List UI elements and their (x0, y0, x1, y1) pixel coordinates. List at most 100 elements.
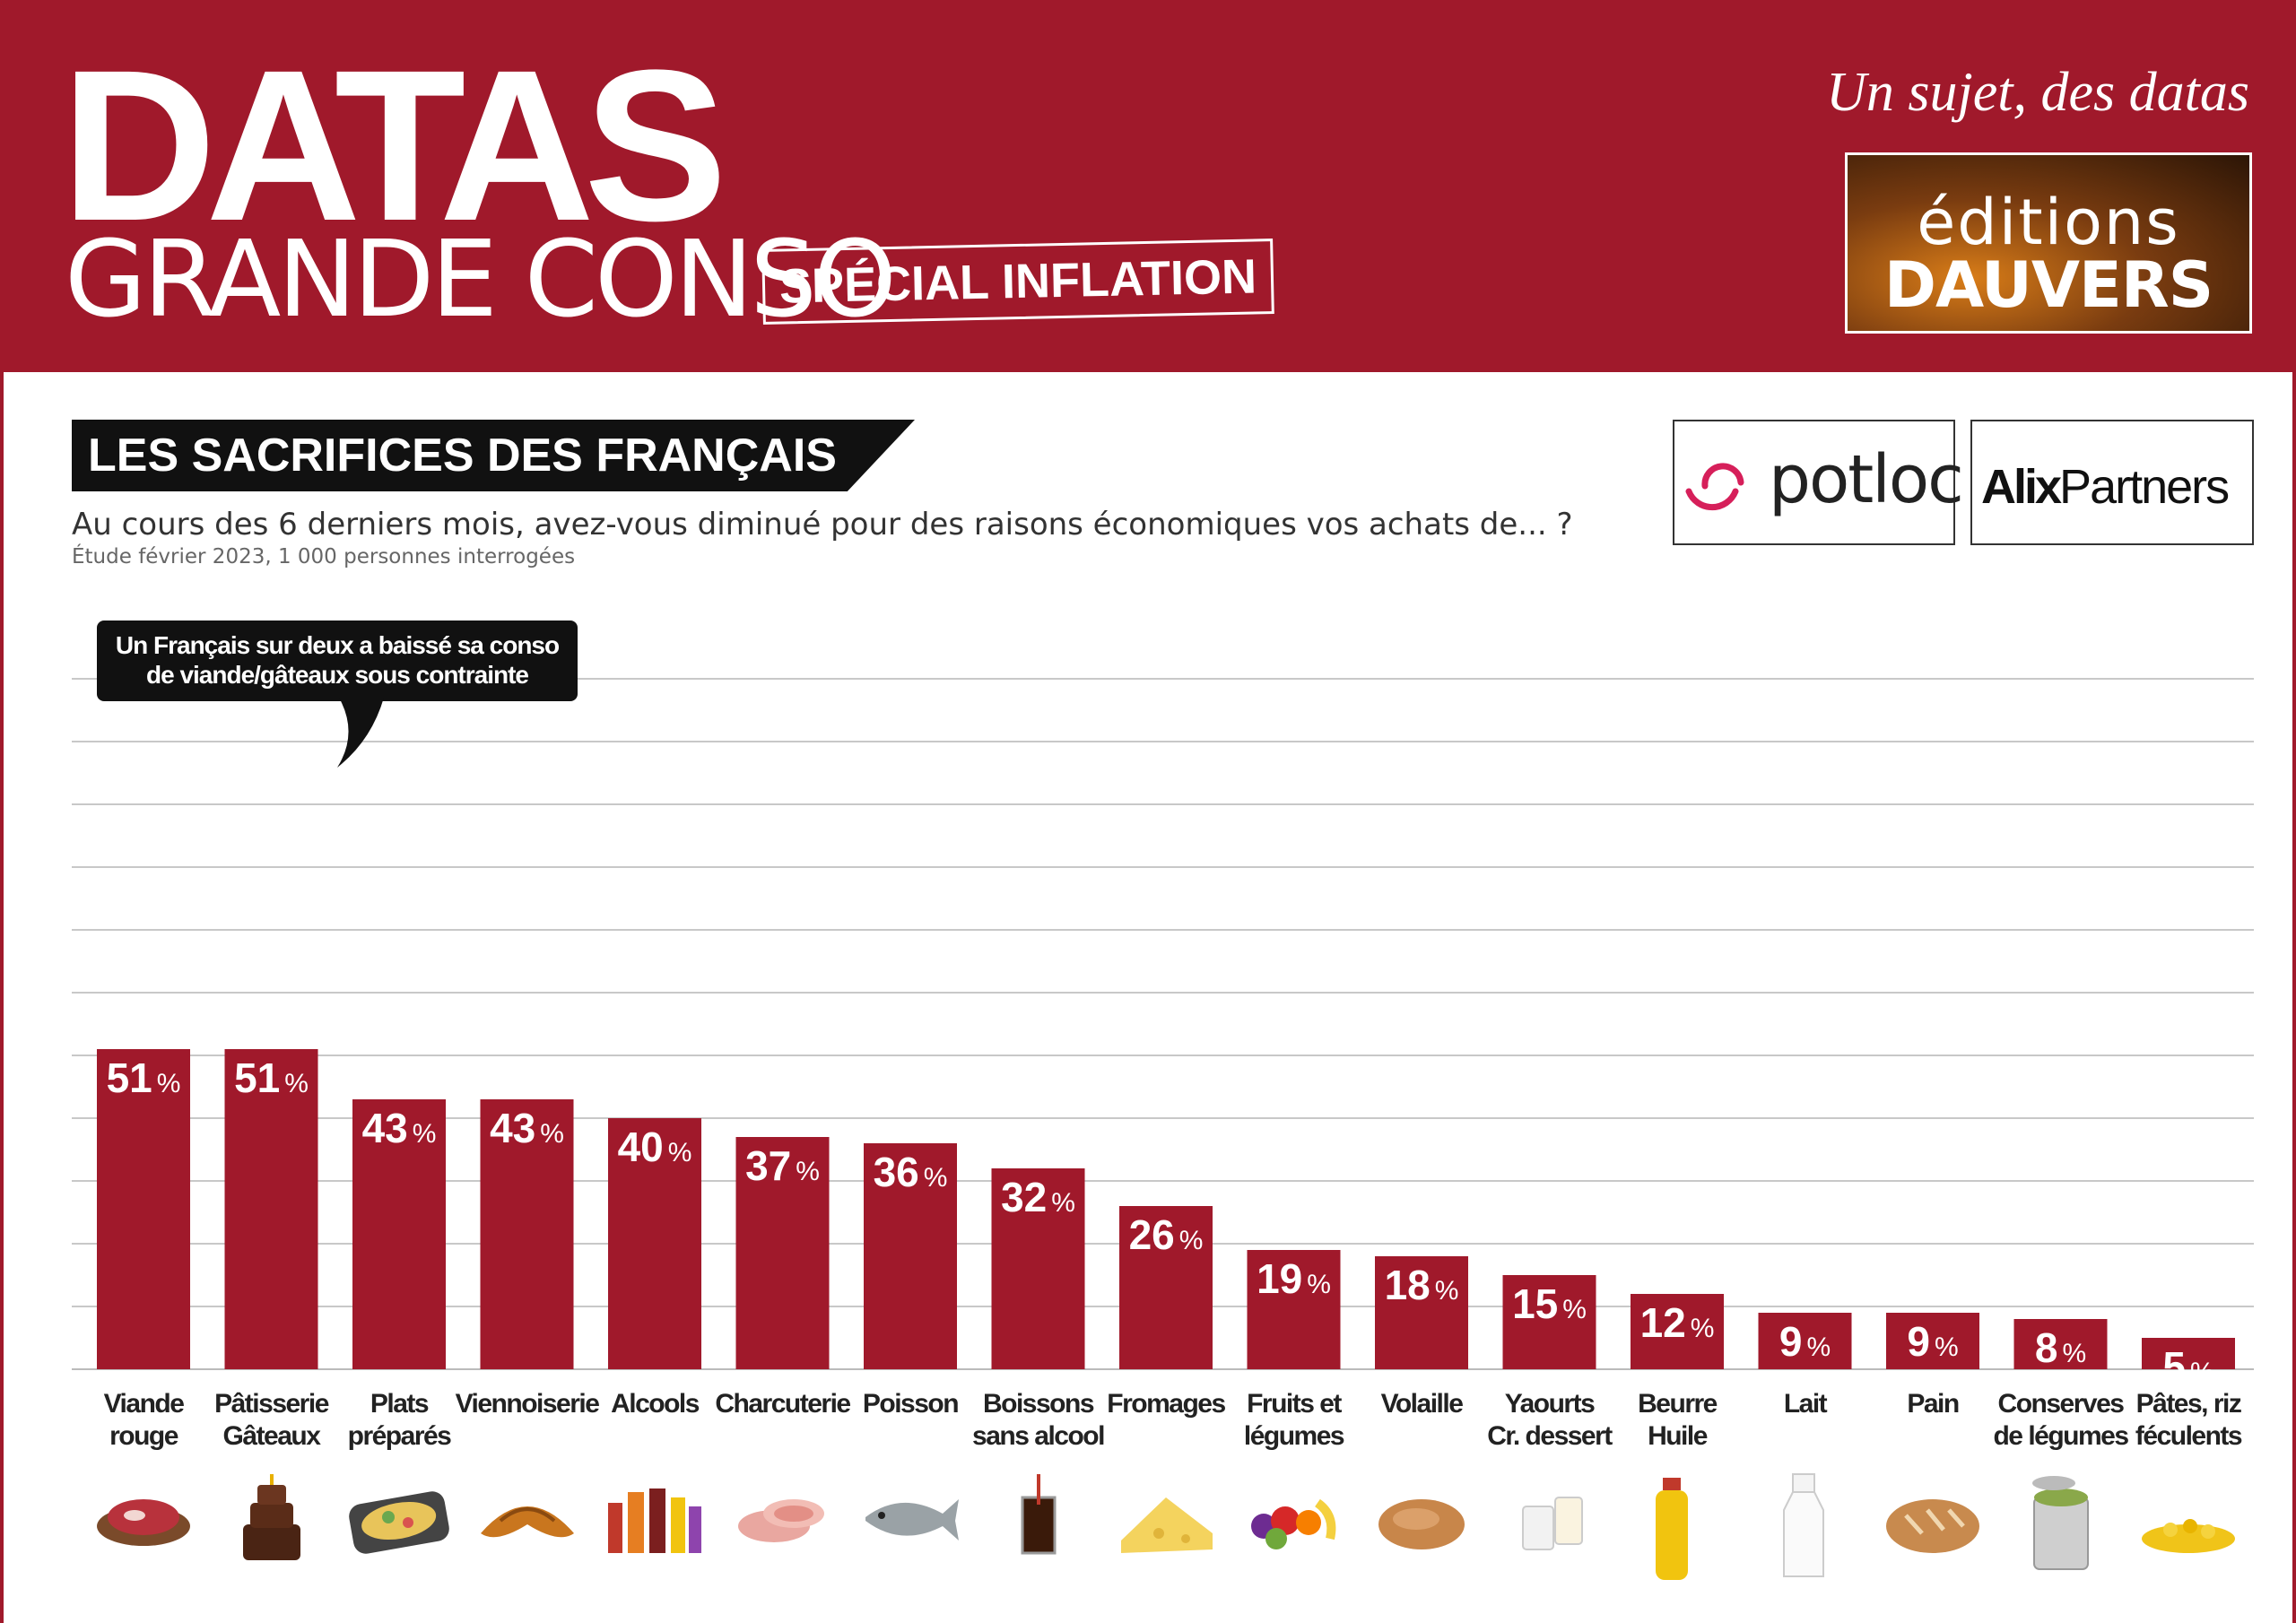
category-label-line: Alcools (611, 1389, 700, 1419)
category-label-line: Lait (1783, 1389, 1828, 1419)
category-label-line: sans alcool (972, 1421, 1105, 1451)
yogurt-icon (1521, 1497, 1583, 1550)
croissant-icon (480, 1506, 574, 1538)
bread-icon (1886, 1499, 1979, 1553)
potloc-logo: potloc (1673, 420, 1964, 545)
cake-icon (242, 1474, 300, 1560)
category-label: Charcuterie (711, 1388, 855, 1420)
bar-value-label: 9% (1907, 1318, 1958, 1365)
callout-line2: de viande/gâteaux sous contrainte (145, 661, 529, 689)
bar (352, 1099, 446, 1369)
bar (224, 1049, 318, 1369)
bar (991, 1168, 1085, 1369)
oil-bottle-icon (1656, 1478, 1688, 1580)
bar-value-label: 36% (874, 1149, 948, 1195)
cheese-icon (1121, 1497, 1213, 1553)
bar-value-label: 18% (1385, 1262, 1459, 1308)
category-label: Alcools (583, 1388, 726, 1420)
category-label-line: Volaille (1380, 1389, 1464, 1419)
content-frame (0, 372, 2296, 1623)
chicken-icon (1378, 1499, 1465, 1549)
bar (1247, 1250, 1341, 1369)
category-label: Conserves de légumes (1989, 1388, 2133, 1453)
category-label-line: Cr. dessert (1487, 1421, 1613, 1451)
category-label: Pâtisserie Gâteaux (200, 1388, 344, 1453)
alixpartners-logo-text: AlixPartners (1981, 459, 2230, 515)
ham-icon (737, 1499, 824, 1542)
alcohol-bottles-icon (608, 1488, 701, 1553)
category-label: Fromages (1094, 1388, 1238, 1420)
category-label-line: Viennoiserie (455, 1389, 600, 1419)
callout-tail (337, 698, 384, 768)
category-label: Viande rouge (72, 1388, 215, 1453)
category-label: Yaourts Cr. dessert (1478, 1388, 1622, 1453)
category-label: Volaille (1350, 1388, 1493, 1420)
category-label: Beurre Huile (1605, 1388, 1749, 1453)
category-label-line: féculents (2135, 1421, 2243, 1451)
bar-value-label: 8% (2035, 1324, 2086, 1371)
bar-value-label: 51% (234, 1055, 309, 1101)
category-label-line: Beurre (1638, 1389, 1718, 1419)
survey-question: Au cours des 6 derniers mois, avez-vous … (72, 507, 1573, 542)
category-label: Viennoiserie (455, 1388, 600, 1420)
category-label-line: Fruits et (1247, 1389, 1342, 1419)
category-label-line: Yaourts (1504, 1389, 1596, 1419)
bar (97, 1049, 190, 1369)
bar (608, 1118, 701, 1369)
pasta-icon (2142, 1519, 2235, 1553)
bar-value-label: 51% (107, 1055, 181, 1101)
category-label-line: Poisson (862, 1389, 960, 1419)
category-label-line: de légumes (1993, 1421, 2129, 1451)
publisher-logo: éditions DAUVERS (1845, 152, 2252, 334)
category-label: Lait (1734, 1388, 1877, 1420)
soda-glass-icon (1021, 1474, 1056, 1555)
potloc-logo-text: potloc (1769, 441, 1964, 518)
callout-line1: Un Français sur deux a baissé sa conso (115, 631, 560, 659)
category-label: Plats préparés (327, 1388, 471, 1453)
alixpartners-logo: AlixPartners (1970, 420, 2254, 545)
category-label-line: Pain (1907, 1389, 1960, 1419)
bar (735, 1137, 830, 1369)
category-label: Boissons sans alcool (967, 1388, 1110, 1453)
section-title: LES SACRIFICES DES FRANÇAIS (72, 420, 915, 491)
category-label: Pain (1861, 1388, 2005, 1420)
study-note: Étude février 2023, 1 000 personnes inte… (72, 545, 576, 568)
bar-value-label: 37% (745, 1142, 820, 1189)
alixpartners-logo-bold: Alix (1981, 460, 2062, 514)
fish-icon (865, 1499, 959, 1541)
bar (480, 1099, 574, 1369)
bar (1119, 1206, 1213, 1369)
meat-icon (97, 1499, 190, 1546)
category-label-line: Gâteaux (222, 1421, 321, 1451)
category-label-line: Boissons (982, 1389, 1095, 1419)
category-label-line: Conserves (1997, 1389, 2125, 1419)
callout-bubble: Un Français sur deux a baissé sa conso d… (97, 621, 578, 701)
category-label-line: légumes (1243, 1421, 1345, 1451)
bar-value-label: 9% (1779, 1318, 1831, 1365)
category-label-line: Pâtisserie (214, 1389, 329, 1419)
brand-title: DATAS (61, 25, 727, 265)
category-label-line: Fromages (1107, 1389, 1226, 1419)
slogan: Un sujet, des datas (1826, 62, 2249, 123)
category-label-line: Pâtes, riz (2135, 1389, 2242, 1419)
ready-meal-icon (349, 1491, 449, 1554)
category-label-line: Viande (103, 1389, 185, 1419)
milk-bottle-icon (1782, 1473, 1824, 1577)
bar-value-label: 40% (618, 1124, 692, 1170)
category-label: Poisson (839, 1388, 982, 1420)
potloc-swirl-icon (1685, 463, 1744, 511)
bar (1375, 1256, 1468, 1369)
category-label-line: Charcuterie (715, 1389, 851, 1419)
category-label-line: rouge (109, 1421, 178, 1451)
fruit-basket-icon (1250, 1498, 1335, 1549)
bar (864, 1143, 957, 1369)
bar (2013, 1319, 2108, 1369)
alixpartners-logo-rest: Partners (2059, 460, 2230, 514)
bar-value-label: 5% (2162, 1343, 2213, 1390)
bar-value-label: 32% (1001, 1174, 1075, 1220)
bar (1886, 1313, 1979, 1369)
header-banner: DATAS GRANDE CONSO SPÉCIAL INFLATION Un … (0, 0, 2296, 372)
bar (2142, 1338, 2235, 1369)
publisher-logo-line2: DAUVERS (1883, 248, 2213, 322)
